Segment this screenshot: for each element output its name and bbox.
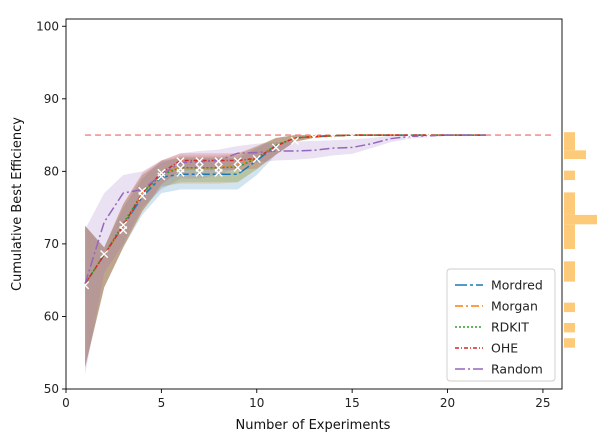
legend-box — [446, 268, 556, 382]
histogram-bar — [564, 322, 575, 333]
histogram-group — [564, 132, 597, 348]
x-marker-stroke — [195, 157, 204, 166]
y-tick-label: 100 — [36, 19, 59, 33]
bands-group — [85, 135, 486, 375]
x-marker-stroke — [176, 168, 185, 177]
y-tick-label: 90 — [44, 92, 59, 106]
x-marker — [348, 131, 357, 140]
x-tick-label: 25 — [535, 396, 550, 410]
x-marker-stroke — [138, 191, 147, 201]
x-marker-stroke — [233, 157, 242, 166]
x-marker-stroke — [233, 163, 242, 172]
histogram-bar — [564, 170, 575, 181]
x-marker-stroke — [405, 130, 414, 140]
histogram-bar — [564, 338, 575, 348]
x-marker — [233, 157, 242, 166]
x-marker — [290, 136, 300, 145]
histogram-bar — [564, 214, 597, 225]
plot-frame — [65, 18, 563, 390]
histogram-bar — [564, 224, 575, 249]
x-marker-stroke — [100, 249, 109, 259]
series-line-morgan — [84, 134, 486, 285]
x-tick-label: 0 — [62, 396, 70, 410]
x-marker — [195, 157, 204, 166]
markers-group — [80, 130, 433, 290]
x-marker — [424, 131, 433, 140]
x-tick-label: 5 — [158, 396, 166, 410]
x-marker-stroke — [328, 132, 338, 141]
x-marker-stroke — [271, 143, 280, 152]
confidence-band-random — [85, 135, 486, 375]
x-marker-stroke — [290, 136, 300, 145]
legend-label-random: Random — [491, 362, 543, 377]
x-axis-label: Number of Experiments — [236, 418, 391, 433]
x-tick-label: 15 — [345, 396, 360, 410]
x-marker — [119, 226, 128, 235]
legend: Mordred Morgan RDKIT OHE Random — [446, 268, 556, 382]
x-marker — [176, 157, 185, 166]
x-marker — [252, 154, 261, 164]
series-line-random — [84, 134, 486, 285]
x-marker-stroke — [309, 133, 319, 142]
histogram-bar — [564, 132, 575, 151]
x-marker — [328, 132, 338, 141]
y-tick-label: 50 — [44, 382, 59, 396]
x-marker — [214, 157, 223, 166]
x-marker-stroke — [195, 168, 204, 177]
x-tick-label: 10 — [249, 396, 264, 410]
y-axis: 50 60 70 80 90 100 — [36, 19, 66, 396]
histogram-bar — [564, 150, 586, 160]
legend-label-morgan: Morgan — [491, 299, 538, 314]
x-marker — [157, 172, 166, 181]
lines-group — [84, 134, 486, 285]
x-marker-stroke — [214, 157, 223, 166]
x-tick-label: 20 — [440, 396, 455, 410]
histogram-bar — [564, 192, 575, 215]
histogram-bar — [564, 302, 575, 313]
y-tick-label: 70 — [44, 237, 59, 251]
y-tick-label: 80 — [44, 164, 59, 178]
legend-label-ohe: OHE — [491, 341, 518, 356]
x-marker-stroke — [214, 168, 223, 177]
x-marker-stroke — [252, 154, 261, 164]
x-marker — [271, 143, 280, 152]
x-marker — [214, 168, 223, 177]
x-axis: 0 5 10 15 20 25 — [62, 389, 551, 410]
x-marker — [138, 191, 147, 201]
x-marker — [157, 168, 166, 177]
x-marker-stroke — [176, 157, 185, 166]
x-marker — [80, 281, 90, 290]
x-marker-stroke — [157, 172, 166, 181]
series-line-ohe — [84, 134, 486, 285]
legend-label-rdkit: RDKIT — [491, 320, 529, 335]
x-marker — [233, 163, 242, 172]
histogram-bar — [564, 261, 575, 282]
x-marker — [176, 168, 185, 177]
legend-label-mordred: Mordred — [491, 278, 543, 293]
x-marker-stroke — [80, 281, 90, 290]
x-marker-stroke — [424, 131, 433, 140]
y-tick-label: 60 — [44, 309, 59, 323]
x-marker — [195, 168, 204, 177]
x-marker-stroke — [157, 168, 166, 177]
x-marker — [405, 130, 414, 140]
x-marker — [309, 133, 319, 142]
x-marker-stroke — [348, 131, 357, 140]
x-marker — [100, 249, 109, 259]
y-axis-label: Cumulative Best Efficiency — [10, 117, 25, 291]
x-marker-stroke — [119, 226, 128, 235]
